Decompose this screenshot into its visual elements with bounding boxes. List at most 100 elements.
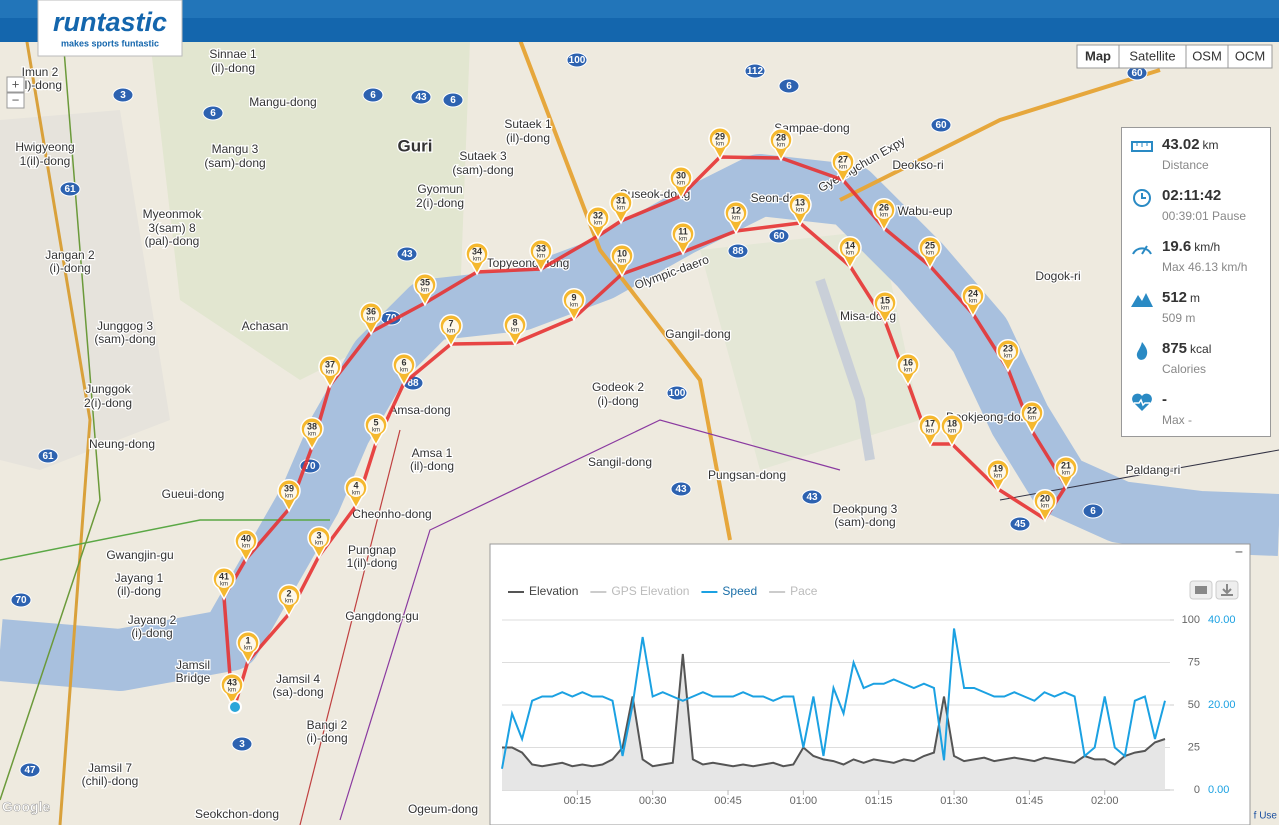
km-marker-label: 1 — [245, 635, 250, 645]
km-marker-label: 22 — [1027, 405, 1037, 415]
place-label: (il)-dong — [506, 131, 550, 145]
km-marker-unit: km — [511, 328, 519, 334]
road-shield — [410, 89, 432, 105]
km-marker-face — [507, 318, 523, 334]
place-label: Mangu-dong — [249, 95, 316, 109]
road-shield-label: 6 — [786, 81, 792, 92]
road-shield — [768, 228, 790, 244]
km-marker-face — [533, 244, 549, 260]
stat-unit: kcal — [1190, 342, 1212, 356]
km-marker-face — [348, 481, 364, 497]
km-marker-face — [566, 293, 582, 309]
zoom-in[interactable]: + — [12, 76, 20, 91]
km-marker-face — [877, 296, 893, 312]
place-label: (i)-dong — [597, 394, 638, 408]
place-label: (sam)-dong — [204, 156, 265, 170]
river — [0, 154, 1279, 691]
map-type-label[interactable]: Map — [1085, 48, 1111, 63]
km-marker-label: 3 — [316, 530, 321, 540]
minimize-button[interactable]: − — [1235, 544, 1243, 560]
km-marker-unit: km — [400, 368, 408, 374]
km-marker-unit: km — [372, 428, 380, 434]
legend-label[interactable]: Elevation — [529, 584, 578, 598]
km-marker-face — [322, 360, 338, 376]
km-marker-face — [311, 531, 327, 547]
km-marker-label: 2 — [286, 588, 291, 598]
road-shield — [778, 78, 800, 94]
km-marker-face — [1037, 494, 1053, 510]
logo-box[interactable] — [37, 0, 183, 57]
road-shield-label: 43 — [806, 492, 818, 503]
map-type-label[interactable]: OCM — [1235, 48, 1265, 63]
legend-label[interactable]: Pace — [790, 584, 818, 598]
road-shield — [727, 243, 749, 259]
road-shield — [231, 736, 253, 752]
km-marker-label: 23 — [1003, 343, 1013, 353]
place-label: Gyomun — [417, 182, 462, 196]
stat-label: Calories — [1162, 362, 1207, 376]
stat-value: - — [1162, 391, 1167, 408]
km-marker-face — [944, 419, 960, 435]
place-label: Hwigyeong — [15, 140, 74, 154]
road-shield-label: 43 — [401, 249, 413, 260]
map-type-button[interactable] — [1227, 44, 1273, 69]
place-label: Paldang-ri — [1126, 463, 1181, 477]
km-marker-unit: km — [839, 165, 847, 171]
zoom-in-button[interactable] — [6, 76, 25, 93]
stat-value: 875 — [1162, 340, 1188, 357]
km-marker-unit: km — [796, 208, 804, 214]
logo[interactable]: runtastic — [53, 7, 167, 37]
km-marker-label: 40 — [241, 533, 251, 543]
road-shield — [10, 592, 32, 608]
x-tick-label: 00:15 — [564, 795, 592, 807]
stat-row: 43.02 km — [1162, 136, 1219, 154]
km-marker-label: 34 — [472, 246, 482, 256]
stat-icon-graphic — [1131, 141, 1153, 152]
map-type-label[interactable]: OSM — [1192, 48, 1222, 63]
km-marker-label: 26 — [879, 202, 889, 212]
terms-link[interactable]: f Use — [1254, 811, 1278, 822]
km-marker-label: 30 — [676, 170, 686, 180]
road-shield — [202, 105, 224, 121]
place-label: Guri — [398, 136, 433, 155]
place-label: Neung-dong — [89, 437, 155, 451]
km-marker-unit: km — [617, 206, 625, 212]
km-marker-unit: km — [881, 306, 889, 312]
km-marker-unit: km — [447, 329, 455, 335]
google-logo: Google — [2, 799, 50, 815]
road-shield — [112, 87, 134, 103]
km-marker-label: 25 — [925, 240, 935, 250]
km-marker-unit: km — [352, 491, 360, 497]
y2-tick-label: 40.00 — [1208, 614, 1236, 626]
road-shield-label: 6 — [370, 90, 376, 101]
place-label: Dogok-ri — [1035, 269, 1080, 283]
place-label: (sam)-dong — [834, 515, 895, 529]
place-label: Bridge — [176, 671, 211, 685]
km-marker-face — [613, 196, 629, 212]
place-label: Pungsan-dong — [708, 468, 786, 482]
y-tick-label: 100 — [1182, 614, 1200, 626]
stat-icon-graphic — [1132, 245, 1152, 255]
highway — [18, 0, 92, 825]
legend-label[interactable]: Speed — [722, 584, 757, 598]
road-shield — [362, 87, 384, 103]
km-marker-face — [835, 155, 851, 171]
x-tick-label: 00:30 — [639, 795, 667, 807]
place-label: Amsa-dong — [389, 403, 450, 417]
map-type-label[interactable]: Satellite — [1129, 48, 1175, 63]
km-marker-label: 11 — [678, 226, 688, 236]
road-shield — [1082, 503, 1104, 519]
rail-line — [0, 519, 330, 561]
km-marker-face — [673, 171, 689, 187]
zoom-out-button[interactable] — [6, 92, 25, 109]
download-icon — [1221, 584, 1233, 596]
km-marker-face — [922, 241, 938, 257]
km-marker-face — [1058, 461, 1074, 477]
series-line — [501, 628, 1166, 769]
place-label: Wabu-eup — [898, 204, 953, 218]
stat-value: 512 — [1162, 289, 1188, 306]
legend-label[interactable]: GPS Elevation — [611, 584, 689, 598]
zoom-out[interactable]: − — [12, 92, 20, 107]
km-marker-face — [417, 278, 433, 294]
